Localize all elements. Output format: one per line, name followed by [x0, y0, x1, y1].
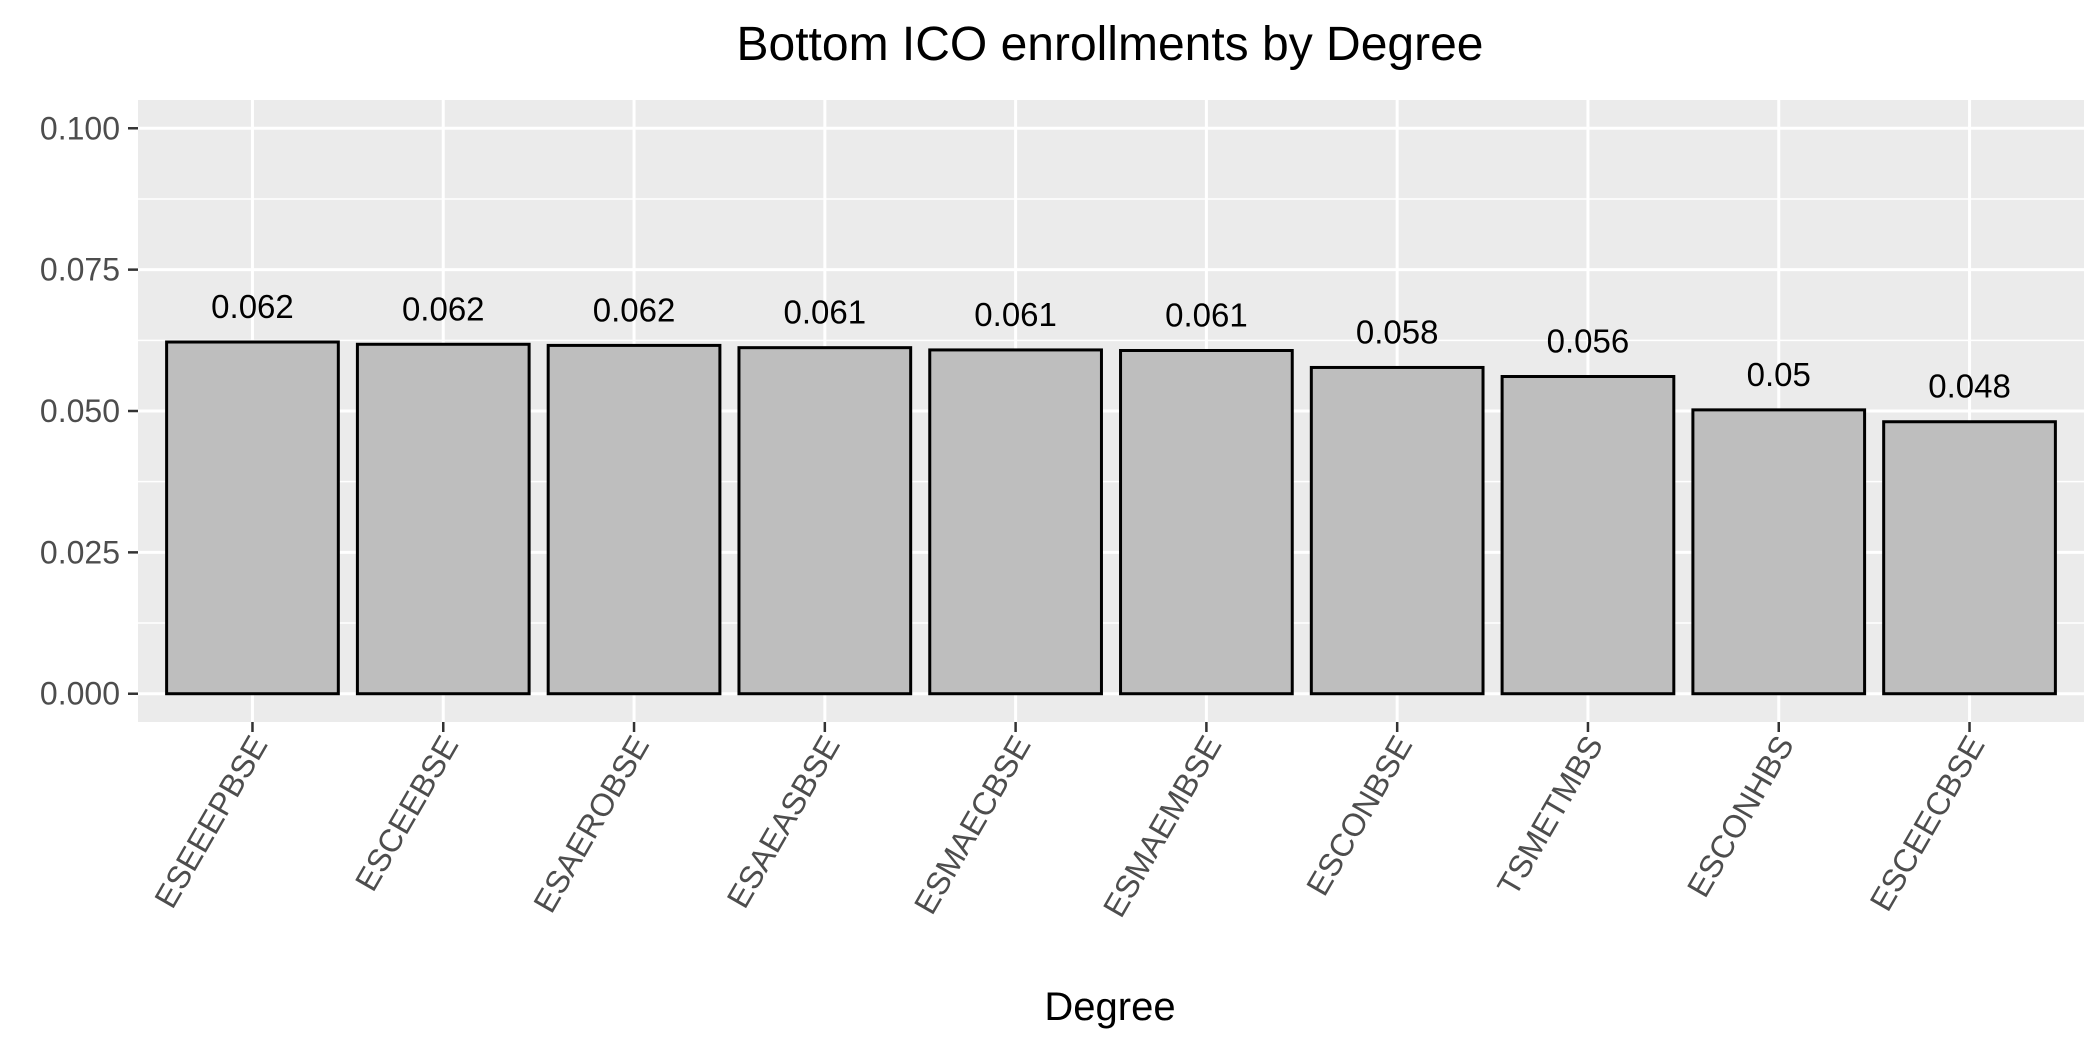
data-label-eseeepbse: 0.062	[211, 288, 294, 325]
y-tick-label: 0.075	[40, 252, 120, 288]
x-tick-label-esconbse: ESCONBSE	[1299, 730, 1419, 902]
x-tick-label-esceebse: ESCEEBSE	[348, 730, 465, 897]
data-label-esmaembse: 0.061	[1165, 296, 1248, 333]
bar-esceecbse	[1882, 420, 2057, 696]
bar-esconhbs	[1691, 408, 1867, 696]
data-label-esaerobse: 0.062	[593, 291, 676, 328]
bar-esmaembse	[1119, 348, 1294, 696]
y-tick-label: 0.050	[40, 393, 120, 429]
x-tick-label-eseeepbse: ESEEEPBSE	[147, 730, 274, 914]
data-label-esconbse: 0.058	[1356, 313, 1439, 350]
bar-tsmetmbs	[1500, 375, 1676, 696]
chart-title: Bottom ICO enrollments by Degree	[737, 18, 1484, 71]
bar-eseeepbse	[165, 340, 340, 696]
x-tick-label-esmaembse: ESMAEMBSE	[1096, 730, 1229, 924]
data-labels: 0.062 0.062 0.062 0.061 0.061 0.061 0.058 0.056…	[211, 288, 2011, 405]
bar-esmaecbse	[928, 348, 1103, 696]
data-label-esceecbse: 0.048	[1928, 368, 2011, 405]
bar-esceebse	[355, 342, 531, 696]
x-axis-title: Degree	[1044, 985, 1175, 1029]
data-label-esaeasbse: 0.061	[784, 294, 867, 331]
data-label-esconhbs: 0.05	[1747, 356, 1811, 393]
x-tick-label-esconhbs: ESCONHBS	[1680, 730, 1801, 904]
bar-esaerobse	[546, 343, 722, 696]
x-tick-label-tsmetmbs: TSMETMBS	[1490, 730, 1610, 902]
data-label-esmaecbse: 0.061	[974, 296, 1057, 333]
x-tick-label-esceecbse: ESCEECBSE	[1863, 729, 1992, 916]
bars	[165, 340, 2057, 696]
bar-esaeasbse	[737, 346, 913, 696]
y-tick-label: 0.025	[40, 534, 120, 570]
x-tick-label-esmaecbse: ESMAECBSE	[907, 730, 1038, 920]
bar-esconbse	[1309, 365, 1485, 696]
data-label-tsmetmbs: 0.056	[1547, 323, 1630, 360]
x-tick-label-esaeasbse: ESAEASBSE	[720, 729, 847, 913]
y-tick-label: 0.100	[40, 110, 120, 146]
data-label-esceebse: 0.062	[402, 290, 485, 327]
y-tick-label: 0.000	[40, 676, 120, 712]
y-axis: 0.000 0.025 0.050 0.075 0.100	[40, 110, 138, 712]
x-tick-label-esaerobse: ESAEROBSE	[526, 730, 656, 919]
x-axis: ESEEEPBSE ESCEEBSE ESAEROBSE ESAEASBSE ESMAE…	[147, 722, 1992, 924]
